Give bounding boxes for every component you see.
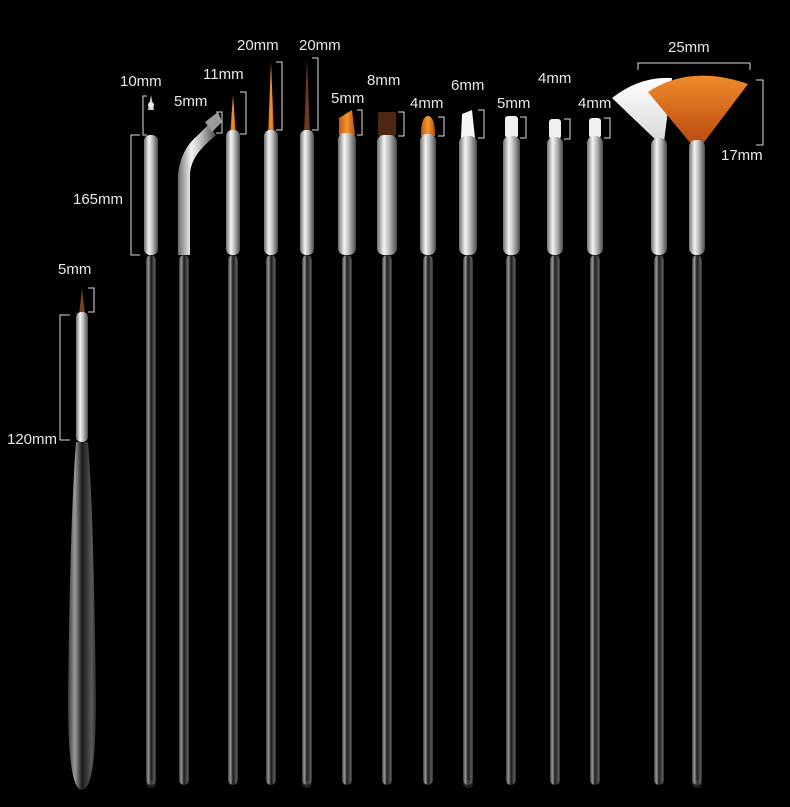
size-label-4mm-a: 4mm [410, 95, 444, 112]
brush-6-angled-orange [338, 110, 356, 785]
brush-5-liner-20mm-dark [300, 58, 314, 785]
brush-15-short-liner [68, 288, 96, 790]
size-label-4mm-b: 4mm [538, 70, 572, 87]
brush-8-round-orange [420, 116, 436, 785]
size-label-10mm: 10mm [120, 73, 162, 90]
size-label-5mm-small: 5mm [58, 261, 92, 278]
brush-1-detail-liner [144, 95, 158, 785]
size-label-5mm-b: 5mm [497, 95, 531, 112]
size-label-4mm-c: 4mm [578, 95, 612, 112]
size-label-11mm: 11mm [203, 66, 244, 83]
size-label-165mm: 165mm [73, 191, 124, 208]
brush-3-liner-11mm [226, 95, 240, 785]
size-label-120mm: 120mm [7, 431, 58, 448]
brush-14-fan-orange [648, 75, 748, 785]
size-label-6mm: 6mm [451, 77, 485, 94]
brush-10-flat-white [503, 116, 520, 785]
size-label-20mm-a: 20mm [237, 37, 279, 54]
size-label-20mm-b: 20mm [299, 37, 341, 54]
brush-4-liner-20mm-orange [264, 62, 278, 785]
dimension-brackets [59, 57, 764, 441]
size-label-25mm: 25mm [668, 39, 710, 56]
size-label-5mm-angled: 5mm [174, 93, 208, 110]
brush-9-flat-white [459, 110, 477, 785]
size-label-8mm: 8mm [367, 72, 401, 89]
brush-13-fan-white [612, 77, 672, 785]
brush-2-angled-bent [178, 112, 222, 785]
size-label-5mm-orange: 5mm [331, 90, 365, 107]
size-label-17mm: 17mm [721, 147, 763, 164]
brush-7-flat-dark [377, 112, 397, 785]
brush-11-flat-white [547, 119, 563, 785]
brush-12-flat-white [587, 118, 603, 785]
floor-reflections [146, 780, 702, 788]
